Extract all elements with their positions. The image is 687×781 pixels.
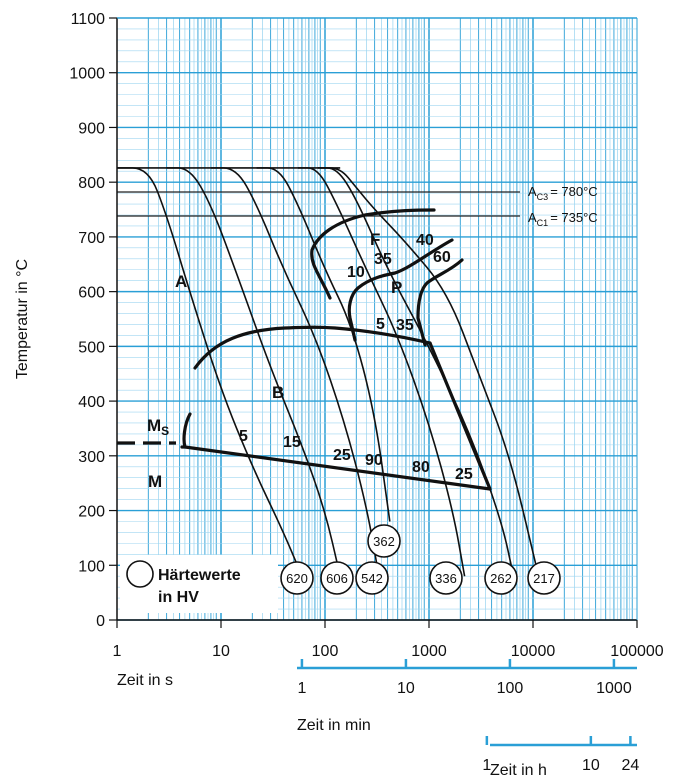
hardness-label: 620 bbox=[286, 571, 308, 586]
y-axis-title: Temperatur in °C bbox=[14, 259, 31, 379]
y-tick-labels: 0 100 200 300 400 500 600 700 800 900 1000 1100 bbox=[69, 11, 117, 630]
pct-label: 60 bbox=[433, 249, 451, 266]
pct-label: 90 bbox=[365, 452, 383, 469]
pct-label: 40 bbox=[416, 232, 434, 249]
secondary-tick-label: 24 bbox=[621, 757, 639, 774]
secondary-tick-label: 10 bbox=[397, 680, 415, 697]
hardness-circle bbox=[527, 561, 561, 595]
pct-label: 5 bbox=[239, 428, 248, 445]
pct-label: 35 bbox=[374, 251, 392, 268]
hardness-circle bbox=[429, 561, 463, 595]
cooling-curves bbox=[116, 167, 539, 577]
y-tick-label: 800 bbox=[78, 175, 105, 192]
zone-label-a: A bbox=[175, 272, 187, 291]
cooling-curve-217 bbox=[320, 167, 539, 571]
hardness-label: 262 bbox=[490, 571, 512, 586]
bainite-lower-boundary bbox=[182, 341, 492, 491]
secondary-tick-label: 1 bbox=[297, 680, 306, 697]
legend-circle-icon bbox=[126, 560, 154, 588]
pct-label: 10 bbox=[347, 264, 365, 281]
ferrite-start-boundary bbox=[310, 208, 436, 300]
zone-label-p: P bbox=[391, 278, 402, 297]
secondary-axes: 1 10 100 1000 Zeit in min 1 10 24 Zeit in h bbox=[297, 659, 639, 779]
hardness-circle bbox=[280, 561, 314, 595]
hardness-label: 217 bbox=[533, 571, 555, 586]
y-tick-label: 1000 bbox=[69, 66, 105, 83]
zone-label-b: B bbox=[272, 383, 284, 402]
pct-label: 35 bbox=[396, 317, 414, 334]
x-axis-title-seconds: Zeit in s bbox=[117, 672, 173, 689]
legend-text-line2: in HV bbox=[158, 589, 199, 606]
secondary-tick-label: 100 bbox=[497, 680, 524, 697]
zone-label-f: F bbox=[370, 230, 380, 249]
hardness-markers: 620 606 542 362 336 262 217 bbox=[280, 524, 561, 595]
y-tick-label: 700 bbox=[78, 230, 105, 247]
secondary-tick-label: 1 bbox=[482, 757, 491, 774]
pct-label: 15 bbox=[283, 434, 301, 451]
y-tick-label: 500 bbox=[78, 339, 105, 356]
secondary-axis-title: Zeit in h bbox=[490, 762, 547, 779]
y-tick-label: 200 bbox=[78, 504, 105, 521]
y-tick-label: 600 bbox=[78, 285, 105, 302]
x-tick-label: 1 bbox=[113, 643, 122, 660]
cooling-curve-262 bbox=[317, 167, 515, 577]
secondary-axis-title: Zeit in min bbox=[297, 717, 371, 734]
secondary-tick-label: 10 bbox=[582, 757, 600, 774]
pearlite-second-boundary bbox=[416, 258, 464, 347]
pct-label: 25 bbox=[455, 466, 473, 483]
secondary-tick-label: 1000 bbox=[596, 680, 632, 697]
hardness-circle bbox=[355, 561, 389, 595]
y-tick-label: 300 bbox=[78, 449, 105, 466]
x-tick-label: 100 bbox=[312, 643, 339, 660]
pct-label: 5 bbox=[376, 316, 385, 333]
y-tick-label: 900 bbox=[78, 120, 105, 137]
x-tick-label: 10 bbox=[212, 643, 230, 660]
x-tick-label: 1000 bbox=[411, 643, 447, 660]
pearlite-start-boundary bbox=[347, 238, 454, 342]
x-tick-label: 100000 bbox=[610, 643, 663, 660]
y-tick-label: 1100 bbox=[71, 11, 106, 28]
hardness-label: 606 bbox=[326, 571, 348, 586]
grid bbox=[117, 17, 637, 621]
pct-label: 25 bbox=[333, 447, 351, 464]
x-tick-labels: 1 10 100 1000 10000 100000 bbox=[113, 620, 664, 660]
hardness-circle bbox=[484, 561, 518, 595]
hardness-label: 542 bbox=[361, 571, 383, 586]
zone-label-m: M bbox=[148, 472, 162, 491]
zone-label-ms: MS bbox=[147, 416, 169, 438]
hardness-circle bbox=[320, 561, 354, 595]
y-tick-label: 400 bbox=[78, 394, 105, 411]
cooling-curve-542 bbox=[210, 167, 380, 577]
cooling-curve-620 bbox=[116, 167, 303, 577]
legend-text-line1: Härtewerte bbox=[158, 567, 241, 584]
ac3-label: AC3 = 780°C bbox=[528, 184, 598, 202]
hardness-label: 362 bbox=[373, 534, 395, 549]
ac1-label: AC1 = 735°C bbox=[528, 210, 598, 228]
y-tick-label: 100 bbox=[78, 558, 105, 575]
cooling-curve-336 bbox=[297, 167, 466, 577]
percentage-labels: 5 15 25 90 80 25 10 35 40 60 5 35 bbox=[239, 232, 473, 483]
legend: Härtewerte in HV bbox=[120, 555, 278, 613]
cooling-curve-606 bbox=[166, 167, 341, 577]
y-tick-label: 0 bbox=[96, 613, 105, 630]
x-tick-label: 10000 bbox=[511, 643, 556, 660]
hardness-label: 336 bbox=[435, 571, 457, 586]
hardness-circle bbox=[367, 524, 401, 558]
pct-label: 80 bbox=[412, 459, 430, 476]
